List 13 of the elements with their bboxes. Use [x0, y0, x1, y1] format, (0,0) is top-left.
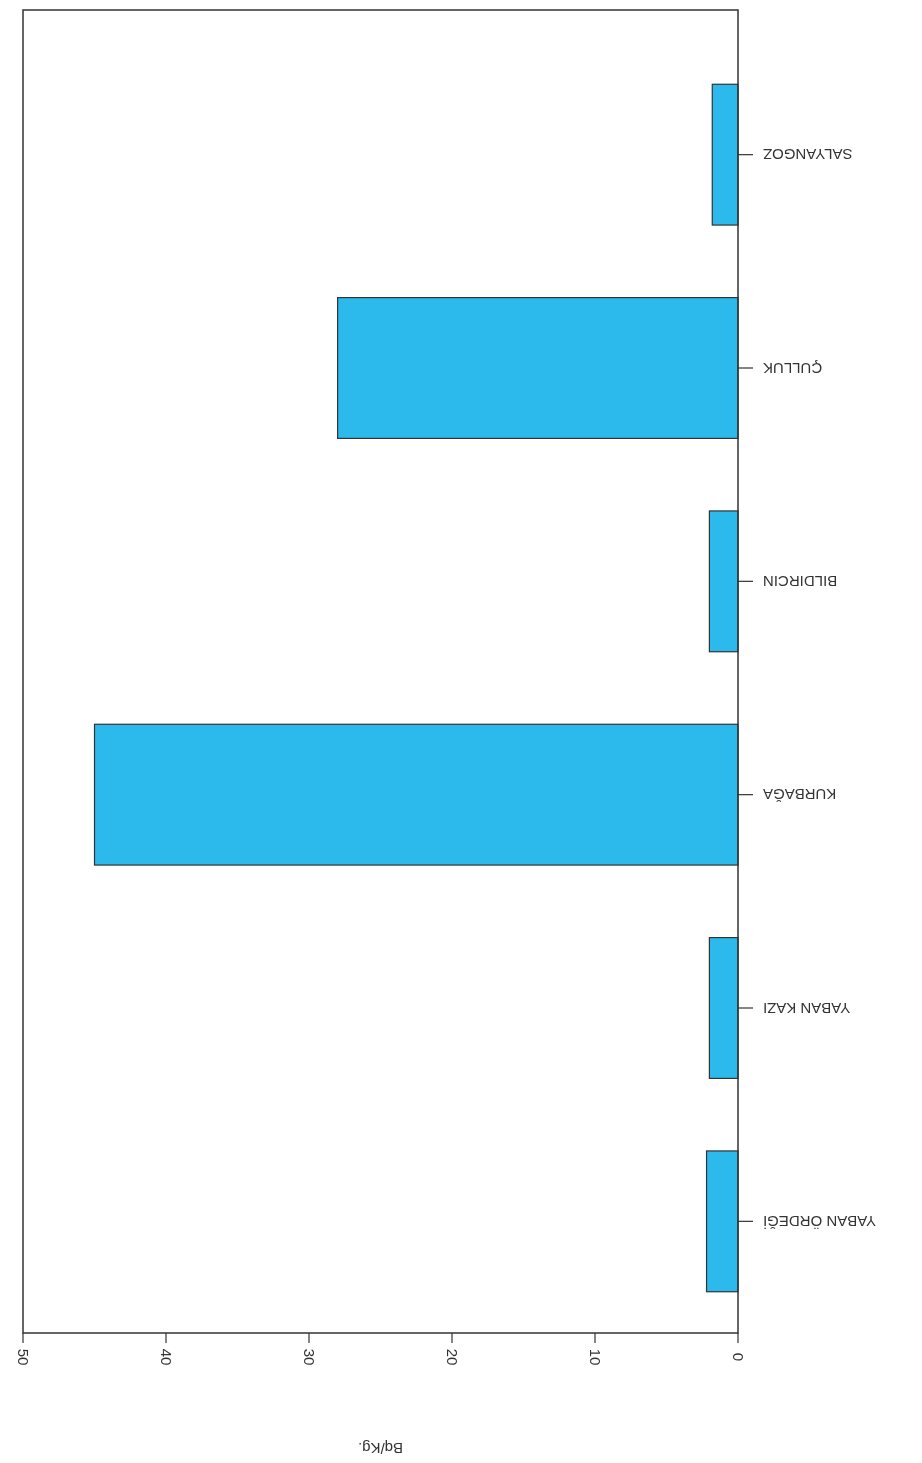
x-tick-label: 40 [157, 1348, 175, 1366]
x-tick-label: 20 [443, 1348, 461, 1366]
y-tick-label: ÇULLUK [763, 359, 823, 377]
x-tick-label: 10 [586, 1348, 604, 1366]
y-tick-label: KURBAĞA [763, 786, 837, 804]
y-tick-label: SALYANGOZ [763, 146, 853, 164]
x-axis-title: Bq/Kg. [357, 1439, 404, 1457]
x-tick-label: 30 [300, 1348, 318, 1366]
x-tick-label: 50 [14, 1348, 32, 1366]
y-tick-label: YABAN KAZI [763, 999, 851, 1017]
y-tick-label: BILDIRCIN [763, 572, 838, 590]
y-tick-label: YABAN ÖRDEĞİ [763, 1212, 877, 1230]
x-tick-label: 0 [729, 1352, 747, 1362]
